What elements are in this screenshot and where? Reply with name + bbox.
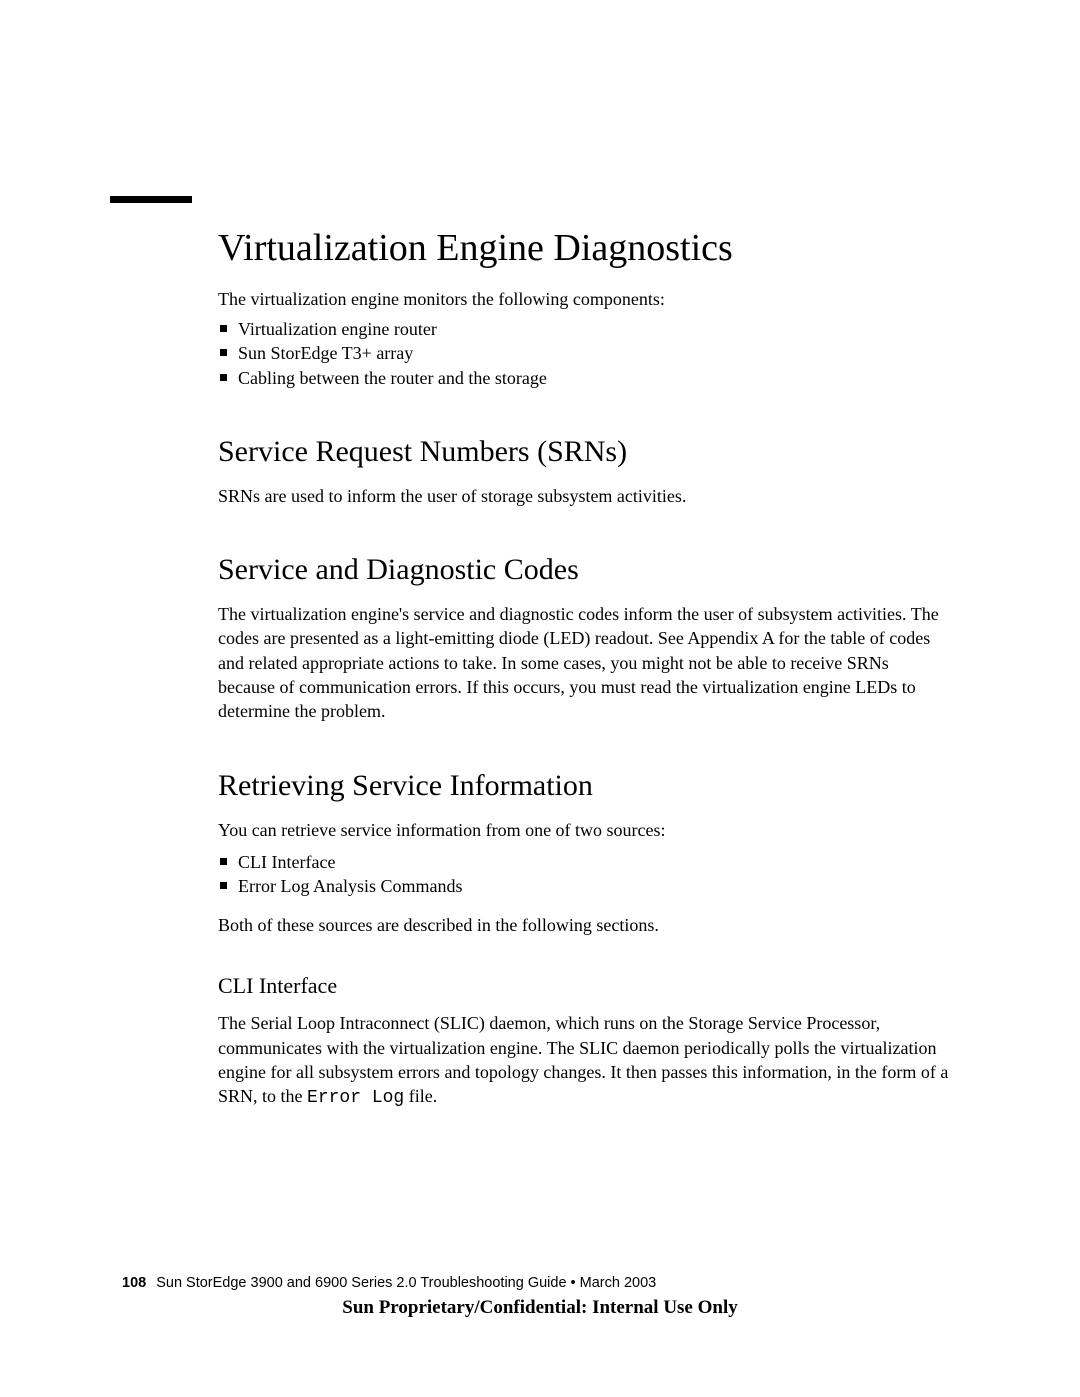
sources-list: CLI Interface Error Log Analysis Command… <box>218 850 950 899</box>
intro-text: The virtualization engine monitors the f… <box>218 287 950 311</box>
components-list: Virtualization engine router Sun StorEdg… <box>218 317 950 390</box>
srn-body: SRNs are used to inform the user of stor… <box>218 484 950 508</box>
list-item: Error Log Analysis Commands <box>218 874 950 898</box>
error-log-mono: Error Log <box>307 1088 404 1108</box>
page-footer: 108 Sun StorEdge 3900 and 6900 Series 2.0… <box>0 1275 1080 1319</box>
list-item: Virtualization engine router <box>218 317 950 341</box>
page-content: Virtualization Engine Diagnostics The vi… <box>0 0 1080 1110</box>
footer-line: 108 Sun StorEdge 3900 and 6900 Series 2.0… <box>0 1275 1080 1291</box>
page-number: 108 <box>122 1275 146 1291</box>
page-title: Virtualization Engine Diagnostics <box>218 227 950 271</box>
cli-body: The Serial Loop Intraconnect (SLIC) daem… <box>218 1011 950 1110</box>
sdc-heading: Service and Diagnostic Codes <box>218 552 950 588</box>
list-item: Cabling between the router and the stora… <box>218 366 950 390</box>
rsi-intro: You can retrieve service information fro… <box>218 818 950 842</box>
rsi-outro: Both of these sources are described in t… <box>218 913 950 937</box>
sdc-body: The virtualization engine's service and … <box>218 602 950 723</box>
cli-heading: CLI Interface <box>218 973 950 999</box>
list-item: Sun StorEdge T3+ array <box>218 341 950 365</box>
cli-body-post: file. <box>404 1086 437 1106</box>
footer-doc-title: Sun StorEdge 3900 and 6900 Series 2.0 Tr… <box>156 1275 656 1291</box>
srn-heading: Service Request Numbers (SRNs) <box>218 434 950 470</box>
list-item: CLI Interface <box>218 850 950 874</box>
confidential-notice: Sun Proprietary/Confidential: Internal U… <box>0 1297 1080 1319</box>
rsi-heading: Retrieving Service Information <box>218 768 950 804</box>
